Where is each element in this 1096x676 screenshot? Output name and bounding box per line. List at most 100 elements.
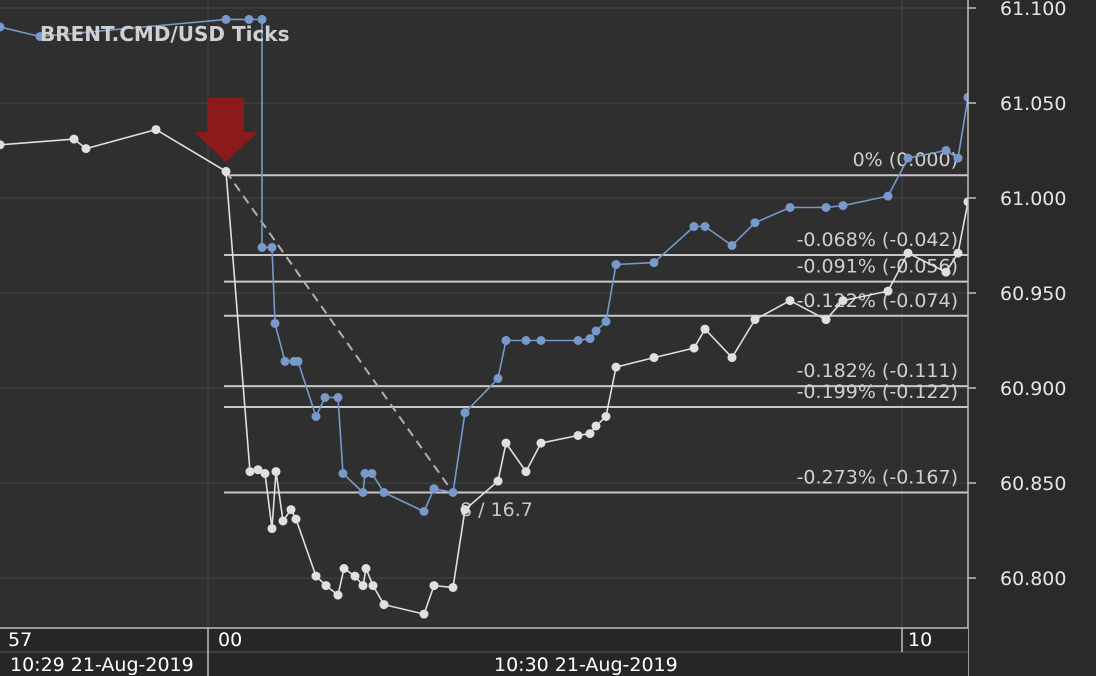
series-point-0 (573, 336, 583, 345)
fib-level-label: -0.068% (-0.042) (797, 229, 958, 251)
series-point-1 (903, 248, 913, 258)
series-point-1 (785, 296, 795, 306)
y-axis-panel (968, 0, 1096, 676)
series-point-1 (727, 353, 737, 363)
series-point-0 (601, 317, 611, 326)
series-point-0 (257, 242, 267, 252)
series-point-1 (448, 583, 458, 592)
series-point-0 (585, 334, 595, 344)
series-point-1 (358, 581, 368, 591)
series-point-1 (379, 600, 389, 610)
series-point-0 (379, 488, 389, 497)
fib-level-label: -0.091% (-0.056) (797, 256, 958, 278)
series-point-1 (838, 296, 848, 306)
series-point-1 (278, 516, 288, 526)
x-axis: 57 00 10 10:29 21-Aug-2019 10:30 21-Aug-2019 (0, 627, 968, 676)
series-point-1 (750, 315, 760, 325)
y-tick-label: 60.800 (1000, 568, 1066, 590)
series-point-1 (267, 524, 277, 534)
fib-trend-line (225, 170, 454, 494)
series-point-0 (700, 222, 710, 231)
series-point-1 (221, 166, 231, 176)
series-point-0 (35, 32, 45, 41)
series-layer (0, 14, 973, 619)
series-point-0 (360, 469, 370, 478)
grid (0, 0, 968, 628)
chart-title: BRENT.CMD/USD Ticks (40, 22, 290, 46)
series-point-0 (521, 336, 531, 345)
series-point-1 (333, 590, 343, 600)
series-point-1 (585, 429, 595, 439)
x-minor-label: 57 (8, 629, 32, 651)
series-point-1 (350, 571, 360, 581)
series-point-0 (821, 203, 831, 212)
series-point-0 (0, 22, 5, 32)
series-point-1 (271, 467, 281, 477)
series-point-1 (536, 438, 546, 448)
series-point-0 (311, 412, 321, 421)
series-point-0 (221, 14, 231, 24)
series-point-1 (501, 438, 511, 448)
fib-level-label: -0.182% (-0.111) (797, 360, 958, 382)
series-point-1 (611, 362, 621, 372)
series-point-1 (81, 144, 91, 154)
series-point-0 (448, 488, 458, 497)
series-point-0 (649, 258, 659, 268)
series-point-1 (493, 476, 503, 486)
series-point-0 (611, 260, 621, 269)
series-point-1 (286, 505, 296, 515)
series-point-0 (883, 191, 893, 201)
plot-background (0, 0, 968, 628)
y-tick-label: 60.850 (1000, 473, 1066, 495)
series-point-1 (69, 134, 79, 144)
series-point-0 (941, 146, 951, 155)
series-point-0 (257, 14, 267, 24)
series-point-1 (339, 564, 349, 573)
series-point-1 (291, 514, 301, 524)
series-point-0 (244, 14, 254, 24)
y-tick-label: 60.950 (1000, 283, 1066, 305)
series-point-0 (367, 469, 377, 478)
series-point-1 (591, 421, 601, 431)
series-point-0 (280, 356, 290, 366)
fib-annotation: 8 / 16.7 (460, 499, 533, 521)
series-point-1 (601, 412, 611, 421)
series-point-0 (536, 336, 546, 345)
series-point-1 (429, 581, 439, 591)
fib-level-label: -0.199% (-0.122) (797, 381, 958, 403)
series-point-0 (591, 326, 601, 336)
x-major-label: 10:30 21-Aug-2019 (494, 654, 678, 676)
series-point-0 (501, 336, 511, 345)
series-point-1 (253, 465, 263, 475)
series-point-1 (361, 564, 371, 573)
series-point-0 (460, 408, 470, 418)
series-point-0 (903, 153, 913, 163)
series-point-1 (883, 286, 893, 296)
x-major-label: 10:29 21-Aug-2019 (10, 654, 194, 676)
series-point-1 (941, 267, 951, 277)
series-point-1 (260, 469, 270, 478)
series-point-1 (649, 353, 659, 363)
series-point-1 (700, 324, 710, 334)
series-point-0 (838, 201, 848, 211)
series-point-0 (338, 469, 348, 478)
fib-level-label: -0.273% (-0.167) (797, 467, 958, 489)
series-point-0 (333, 393, 343, 402)
series-point-0 (270, 318, 280, 328)
y-tick-label: 61.050 (1000, 93, 1066, 115)
series-point-1 (151, 125, 161, 135)
y-tick-label: 61.000 (1000, 188, 1066, 210)
series-point-1 (460, 505, 470, 515)
series-point-0 (750, 218, 760, 228)
arrow-shape (194, 98, 258, 162)
series-point-1 (953, 248, 963, 258)
series-point-1 (245, 467, 255, 477)
series-point-0 (727, 241, 737, 250)
series-point-0 (293, 356, 303, 366)
series-point-0 (785, 203, 795, 212)
series-point-0 (419, 507, 429, 516)
series-point-0 (429, 484, 439, 494)
y-tick-label: 61.100 (1000, 0, 1066, 20)
series-point-1 (573, 431, 583, 440)
series-point-0 (320, 393, 330, 402)
